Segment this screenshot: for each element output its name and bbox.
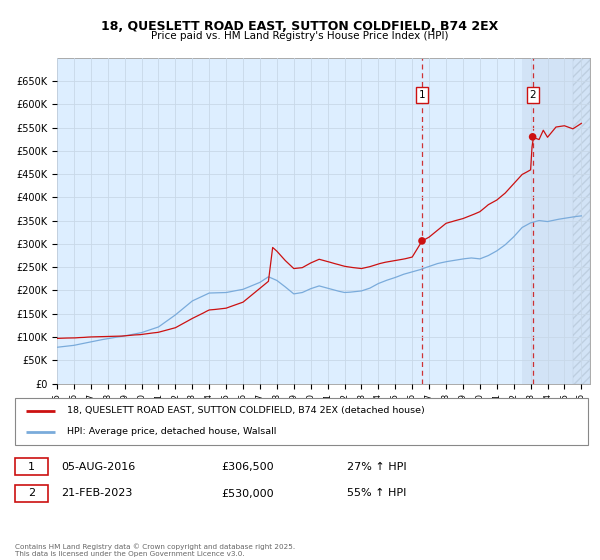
Text: 21-FEB-2023: 21-FEB-2023 — [61, 488, 132, 498]
Text: 55% ↑ HPI: 55% ↑ HPI — [347, 488, 407, 498]
Text: 1: 1 — [419, 90, 425, 100]
Text: 18, QUESLETT ROAD EAST, SUTTON COLDFIELD, B74 2EX: 18, QUESLETT ROAD EAST, SUTTON COLDFIELD… — [101, 20, 499, 32]
Text: 1: 1 — [28, 462, 35, 472]
Text: HPI: Average price, detached house, Walsall: HPI: Average price, detached house, Wals… — [67, 427, 276, 436]
Text: 27% ↑ HPI: 27% ↑ HPI — [347, 462, 407, 472]
Text: 18, QUESLETT ROAD EAST, SUTTON COLDFIELD, B74 2EX (detached house): 18, QUESLETT ROAD EAST, SUTTON COLDFIELD… — [67, 407, 424, 416]
Text: Contains HM Land Registry data © Crown copyright and database right 2025.
This d: Contains HM Land Registry data © Crown c… — [15, 544, 295, 557]
FancyBboxPatch shape — [15, 458, 48, 475]
Text: 2: 2 — [28, 488, 35, 498]
Bar — [522, 58, 590, 384]
Text: £530,000: £530,000 — [221, 488, 274, 498]
Point — [528, 132, 538, 141]
Text: 2: 2 — [529, 90, 536, 100]
FancyBboxPatch shape — [15, 485, 48, 502]
Text: 05-AUG-2016: 05-AUG-2016 — [61, 462, 135, 472]
Text: Price paid vs. HM Land Registry's House Price Index (HPI): Price paid vs. HM Land Registry's House … — [151, 31, 449, 41]
Text: £306,500: £306,500 — [221, 462, 274, 472]
FancyBboxPatch shape — [15, 398, 588, 445]
Point — [417, 236, 427, 245]
